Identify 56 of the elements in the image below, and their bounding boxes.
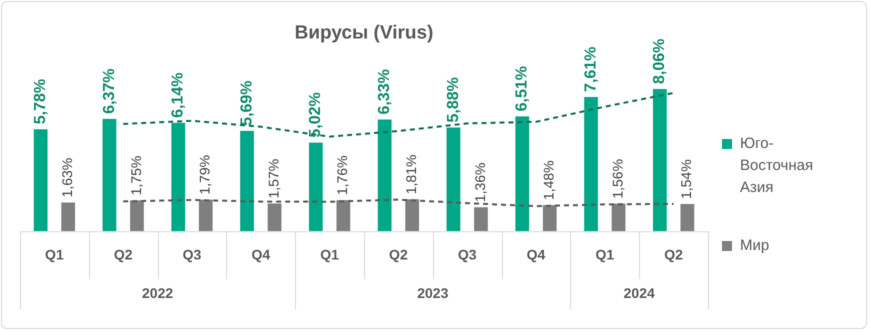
data-label: 6,37% xyxy=(100,68,118,114)
x-tick-label: Q1 xyxy=(595,246,614,262)
x-tick-label: Q2 xyxy=(389,246,408,262)
x-tick-label: Q3 xyxy=(182,246,202,262)
bar xyxy=(308,142,323,232)
text: 2022 xyxy=(142,285,174,302)
bar xyxy=(171,122,186,232)
bar xyxy=(612,204,626,232)
bar xyxy=(268,204,282,232)
data-label: 1,63% xyxy=(59,158,76,198)
data-label: 1,56% xyxy=(609,158,626,199)
x-tick-label: Q4 xyxy=(251,246,270,262)
data-label: 7,61% xyxy=(582,46,600,92)
data-label: 1,76% xyxy=(334,155,350,196)
data-label: 1,79% xyxy=(196,154,213,195)
bar xyxy=(405,199,420,232)
data-label: 6,14% xyxy=(170,72,187,118)
bar xyxy=(652,89,667,232)
data-label: 6,51% xyxy=(514,66,531,112)
chart-title: Вирусы (Virus) xyxy=(294,22,434,44)
bar xyxy=(198,200,213,232)
bar xyxy=(584,96,598,232)
data-label: 5,88% xyxy=(444,77,462,122)
data-label: 8,06% xyxy=(651,38,668,84)
text: 2023 xyxy=(417,285,449,302)
data-label: 1,75% xyxy=(128,156,144,196)
bar xyxy=(515,116,530,232)
x-tick-label: Q2 xyxy=(114,246,133,262)
data-label: 1,54% xyxy=(678,159,694,200)
text: 2024 xyxy=(624,285,655,302)
x-tick-label: Q1 xyxy=(45,246,64,262)
legend-label: Мир xyxy=(740,236,770,256)
x-tick-label: Q4 xyxy=(526,246,546,262)
data-label: 5,78% xyxy=(32,78,50,124)
x-tick-label: Q3 xyxy=(458,246,477,262)
bar xyxy=(102,118,116,232)
data-label: 1,57% xyxy=(265,158,282,199)
bar xyxy=(378,120,392,232)
legend-label: Юго-Восточная Азия xyxy=(740,134,814,198)
data-label: 1,48% xyxy=(540,160,557,200)
bar xyxy=(680,204,694,232)
bar xyxy=(240,130,254,232)
data-label: 5,02% xyxy=(307,92,324,138)
bar xyxy=(130,200,144,232)
x-tick-label: Q1 xyxy=(320,246,340,262)
bar xyxy=(61,202,76,232)
data-label: 5,69% xyxy=(238,80,256,126)
bar xyxy=(474,207,488,232)
bar xyxy=(542,205,557,232)
bar xyxy=(446,127,460,232)
data-label: 6,33% xyxy=(376,69,394,115)
bar xyxy=(336,200,350,232)
bar xyxy=(34,129,48,232)
data-label: 1,36% xyxy=(472,162,488,202)
x-tick-label: Q2 xyxy=(664,246,684,262)
data-label: 1,81% xyxy=(403,154,420,194)
